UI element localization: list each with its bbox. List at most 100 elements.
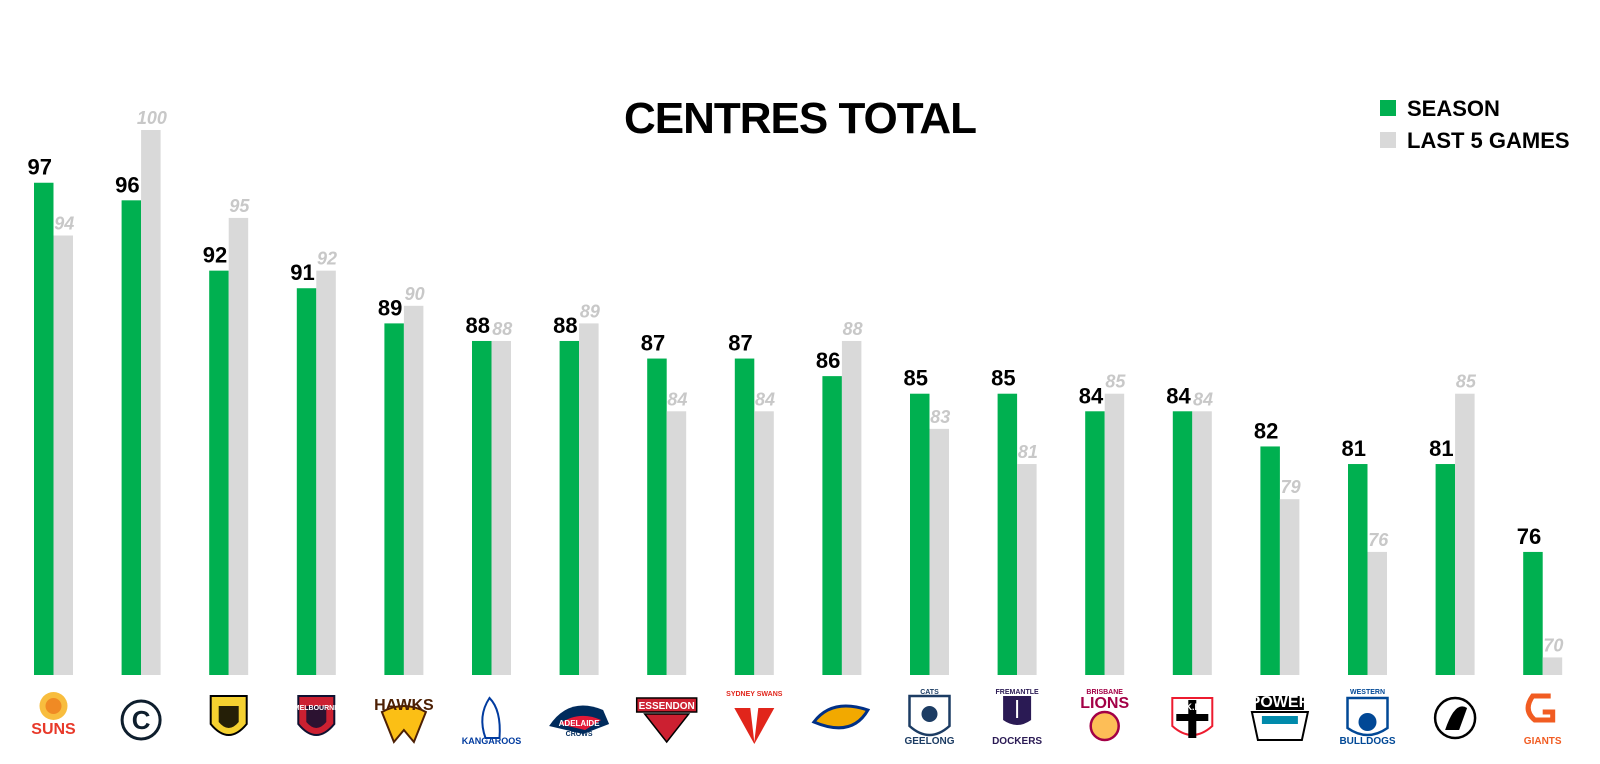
bar-last5: [491, 340, 511, 675]
bar-season: [997, 393, 1018, 675]
label-season: 96: [115, 172, 139, 197]
bars-group: [34, 130, 1563, 676]
label-season: 89: [378, 295, 402, 320]
label-last5: 70: [1543, 635, 1563, 655]
bar-last5: [754, 411, 774, 675]
bar-season: [121, 200, 142, 676]
suns-logo: SUNS: [31, 692, 76, 738]
legend-label-season: SEASON: [1407, 96, 1500, 121]
giants-logo: GIANTS: [1524, 693, 1562, 747]
svg-text:SYDNEY SWANS: SYDNEY SWANS: [726, 691, 783, 698]
svg-text:KANGAROOS: KANGAROOS: [462, 736, 522, 746]
label-last5: 84: [667, 389, 687, 409]
label-last5: 76: [1368, 530, 1389, 550]
bar-last5: [1192, 411, 1212, 675]
kangaroos-logo: KANGAROOS: [462, 696, 522, 746]
label-last5: 100: [137, 108, 167, 128]
label-last5: 85: [1105, 372, 1126, 392]
bar-season: [822, 376, 842, 675]
legend-swatch-last5: [1380, 132, 1396, 148]
svg-text:ADELAIDE: ADELAIDE: [559, 719, 601, 728]
label-last5: 81: [1018, 442, 1038, 462]
svg-text:BRISBANE: BRISBANE: [1086, 689, 1123, 696]
melbourne-logo: MELBOURNE: [294, 695, 339, 736]
bar-season: [1260, 446, 1280, 675]
bar-last5: [666, 411, 687, 675]
bar-last5: [141, 130, 161, 675]
label-season: 91: [290, 260, 314, 285]
svg-text:CATS: CATS: [920, 689, 939, 696]
team-logos-group: SUNS C MELBOURNE HAWKS KANGAROOS CROWS ADELAID…: [31, 689, 1562, 747]
label-season: 88: [553, 313, 577, 338]
label-season: 88: [466, 313, 490, 338]
label-season: 87: [641, 331, 665, 356]
svg-text:WESTERN: WESTERN: [1350, 689, 1385, 696]
label-last5: 79: [1281, 477, 1301, 497]
bar-last5: [228, 217, 249, 675]
svg-text:C: C: [132, 705, 151, 735]
power-logo: POWER: [1250, 694, 1311, 741]
label-season: 97: [28, 155, 52, 180]
carlton-logo: C: [120, 699, 162, 741]
svg-text:GIANTS: GIANTS: [1524, 736, 1562, 747]
essendon-logo: ESSENDON: [635, 697, 698, 744]
bar-last5: [1104, 393, 1125, 675]
svg-text:POWER: POWER: [1250, 694, 1311, 711]
label-season: 86: [816, 348, 840, 373]
label-season: 81: [1429, 436, 1453, 461]
cats-logo: CATS GEELONG: [904, 689, 954, 747]
bar-last5: [1367, 551, 1387, 675]
dockers-logo: FREMANTLE DOCKERS: [992, 689, 1042, 747]
hawks-logo: HAWKS: [374, 697, 434, 744]
chart-title: CENTRES TOTAL: [624, 94, 976, 143]
label-season: 76: [1517, 524, 1541, 549]
svg-text:SUNS: SUNS: [31, 721, 76, 738]
label-last5: 84: [755, 389, 775, 409]
label-season: 84: [1079, 383, 1104, 408]
svg-text:St K.F.C.: St K.F.C.: [1174, 702, 1211, 712]
svg-text:ESSENDON: ESSENDON: [639, 701, 695, 712]
label-last5: 85: [1456, 372, 1477, 392]
label-last5: 95: [229, 196, 250, 216]
bar-season: [1348, 464, 1368, 675]
svg-text:BULLDOGS: BULLDOGS: [1339, 736, 1395, 747]
bar-last5: [841, 340, 862, 675]
legend-swatch-season: [1380, 100, 1396, 116]
crows-logo: CROWS ADELAIDE: [549, 705, 610, 738]
label-last5: 89: [580, 301, 600, 321]
svg-text:DOCKERS: DOCKERS: [992, 736, 1042, 747]
bar-season: [734, 358, 755, 675]
bar-season: [1085, 411, 1105, 675]
svg-text:LIONS: LIONS: [1080, 695, 1129, 712]
tigers-logo: [209, 695, 248, 736]
bar-season: [647, 358, 667, 675]
label-season: 82: [1254, 418, 1278, 443]
label-last5: 84: [1193, 389, 1213, 409]
bar-season: [1172, 411, 1193, 675]
bar-season: [209, 270, 229, 675]
bar-last5: [53, 235, 73, 675]
label-last5: 94: [54, 213, 74, 233]
bar-last5: [403, 305, 424, 675]
label-season: 92: [203, 243, 227, 268]
bar-last5: [1279, 499, 1300, 675]
label-season: 85: [991, 366, 1015, 391]
bar-season: [34, 182, 54, 675]
label-last5: 88: [843, 319, 863, 339]
magpies-logo: [1433, 696, 1477, 740]
bar-season: [1523, 551, 1543, 675]
svg-text:CROWS: CROWS: [566, 731, 593, 738]
bulldogs-logo: WESTERN BULLDOGS: [1339, 689, 1395, 747]
label-season: 84: [1166, 383, 1191, 408]
legend: SEASON LAST 5 GAMES: [1380, 96, 1570, 153]
bar-season: [559, 340, 580, 675]
bar-last5: [929, 428, 949, 675]
bar-last5: [1455, 393, 1475, 675]
bar-season: [384, 323, 404, 675]
label-last5: 83: [930, 407, 950, 427]
bar-last5: [1017, 464, 1037, 675]
bar-last5: [1542, 657, 1563, 675]
